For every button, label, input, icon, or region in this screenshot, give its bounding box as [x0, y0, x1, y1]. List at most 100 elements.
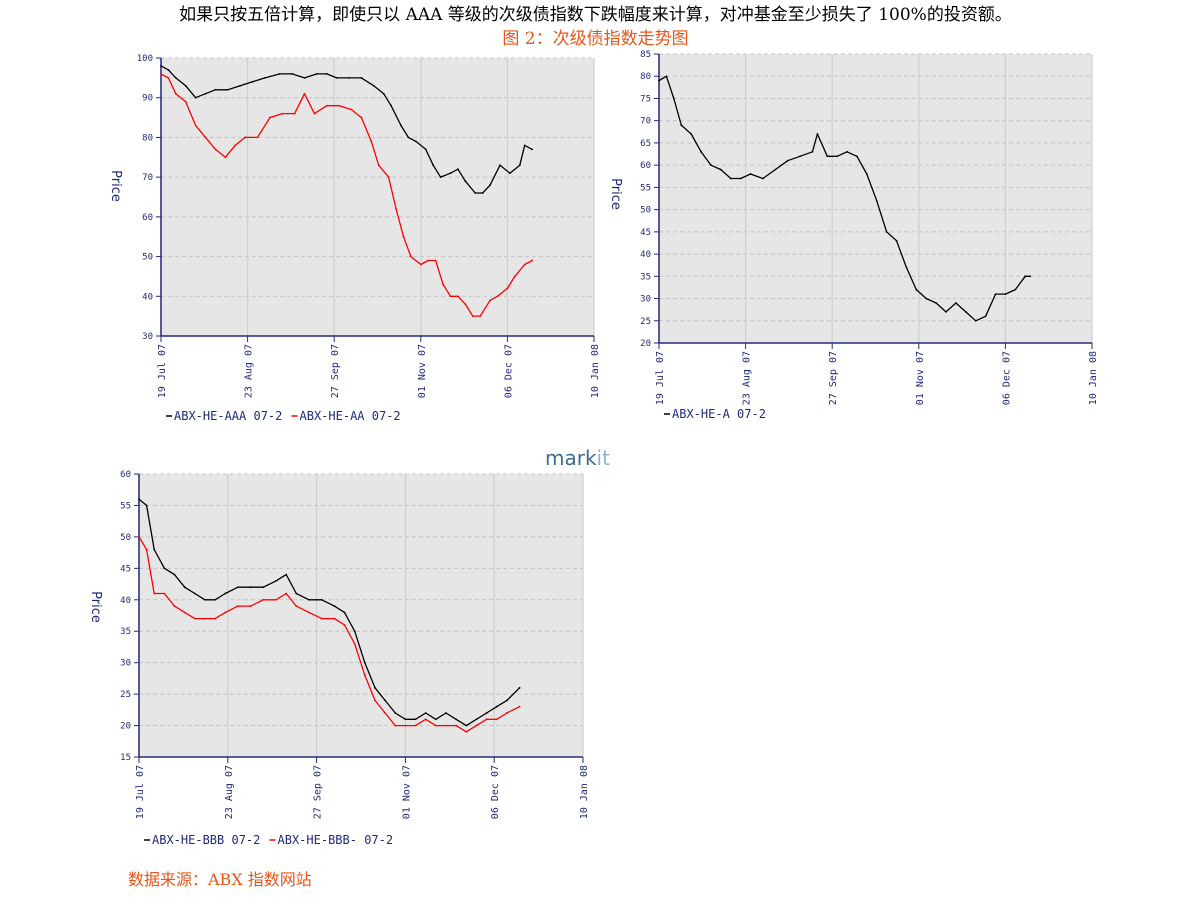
- data-point: [485, 712, 488, 714]
- data-point: [184, 84, 187, 87]
- data-point: [338, 104, 341, 107]
- data-point: [434, 259, 437, 262]
- data-point: [432, 164, 435, 167]
- data-point: [372, 84, 375, 87]
- data-point: [465, 730, 468, 733]
- data-point: [325, 104, 328, 107]
- chart-bbb-svg: markit 60 55 50 45 40 35 30 25 20 15 19 Jul 07 23 A…: [88, 446, 610, 847]
- data-point: [335, 76, 338, 79]
- data-point: [262, 598, 265, 601]
- x-tick-label: 10 Jan 08: [590, 344, 601, 398]
- data-point: [251, 80, 254, 83]
- y-tick-label: 60: [142, 213, 153, 223]
- data-point: [700, 150, 702, 153]
- data-point: [449, 172, 452, 175]
- data-point: [363, 674, 366, 677]
- data-point: [414, 140, 417, 143]
- data-point: [419, 263, 422, 266]
- y-axis-label: Price: [608, 178, 623, 210]
- x-tick-label: 23 Aug 07: [742, 351, 753, 405]
- data-point: [465, 724, 468, 727]
- data-point: [455, 724, 458, 727]
- data-point: [905, 266, 908, 269]
- data-point: [343, 624, 346, 626]
- data-point: [237, 586, 239, 589]
- data-point: [363, 661, 366, 664]
- data-point: [404, 724, 407, 727]
- y-tick-label: 50: [640, 206, 651, 216]
- data-point: [153, 592, 156, 595]
- data-point: [749, 173, 752, 175]
- data-point: [672, 97, 675, 100]
- data-point: [145, 548, 148, 551]
- data-point: [479, 315, 482, 318]
- data-point: [360, 76, 363, 79]
- data-point: [224, 156, 227, 159]
- data-point: [163, 567, 166, 570]
- data-point: [285, 592, 288, 595]
- y-tick-label: 40: [120, 596, 131, 606]
- data-point: [167, 76, 170, 79]
- data-point: [174, 76, 177, 79]
- y-tick-label: 35: [120, 627, 131, 637]
- data-point: [885, 230, 888, 233]
- y-tick-label: 30: [142, 332, 153, 342]
- data-point: [445, 724, 447, 727]
- x-tick-label: 01 Nov 07: [915, 351, 926, 405]
- data-point: [384, 699, 387, 702]
- data-point: [414, 718, 417, 721]
- y-tick-label: 60: [640, 161, 651, 171]
- data-point: [407, 136, 410, 139]
- data-point: [173, 605, 176, 607]
- y-tick-label: 60: [120, 470, 131, 480]
- data-point: [303, 76, 306, 79]
- data-point: [856, 155, 858, 158]
- data-point: [464, 180, 467, 183]
- data-point: [811, 150, 814, 153]
- y-tick-label: 65: [640, 139, 651, 149]
- data-point: [994, 293, 997, 295]
- y-tick-label: 45: [640, 228, 651, 238]
- data-point: [214, 598, 217, 601]
- data-point: [964, 310, 967, 313]
- data-point: [424, 712, 427, 714]
- data-point: [719, 168, 722, 171]
- data-point: [384, 712, 387, 714]
- data-point: [1029, 275, 1032, 278]
- x-tick-label: 27 Sep 07: [828, 351, 839, 405]
- data-point: [915, 288, 918, 291]
- x-tick-label: 06 Dec 07: [503, 344, 514, 398]
- data-point: [226, 88, 229, 91]
- data-point: [665, 75, 668, 78]
- data-point: [268, 116, 271, 119]
- data-point: [234, 144, 237, 147]
- y-tick-label: 70: [142, 173, 153, 183]
- data-point: [138, 535, 140, 538]
- data-point: [513, 275, 516, 278]
- x-tick-label: 27 Sep 07: [330, 344, 341, 398]
- data-point: [402, 235, 405, 238]
- source-note: 数据来源：ABX 指数网站: [128, 870, 312, 889]
- data-point: [167, 69, 170, 71]
- data-point: [523, 263, 526, 266]
- data-point: [400, 124, 402, 127]
- data-point: [445, 712, 447, 714]
- data-point: [449, 295, 452, 298]
- data-point: [214, 88, 217, 91]
- markit-logo: markit: [545, 446, 610, 470]
- data-point: [439, 176, 442, 179]
- data-point: [194, 124, 197, 127]
- data-point: [826, 155, 829, 158]
- data-point: [1014, 288, 1017, 291]
- y-tick-label: 25: [120, 690, 131, 700]
- x-tick-label: 01 Nov 07: [401, 765, 412, 819]
- legend-entry: ABX-HE-AAA 07-2: [174, 409, 282, 423]
- data-point: [505, 712, 508, 714]
- y-tick-label: 50: [142, 253, 153, 263]
- data-point: [138, 498, 140, 501]
- chart-bbb: markit 60 55 50 45 40 35 30 25 20 15 19 Jul 07 23 A…: [80, 432, 625, 862]
- data-point: [377, 164, 380, 167]
- intro-paragraph: 如果只按五倍计算，即使只以 AAA 等级的次级债指数下跌幅度来计算，对冲基金至少…: [179, 5, 1012, 25]
- data-point: [690, 133, 693, 135]
- data-point: [495, 718, 498, 721]
